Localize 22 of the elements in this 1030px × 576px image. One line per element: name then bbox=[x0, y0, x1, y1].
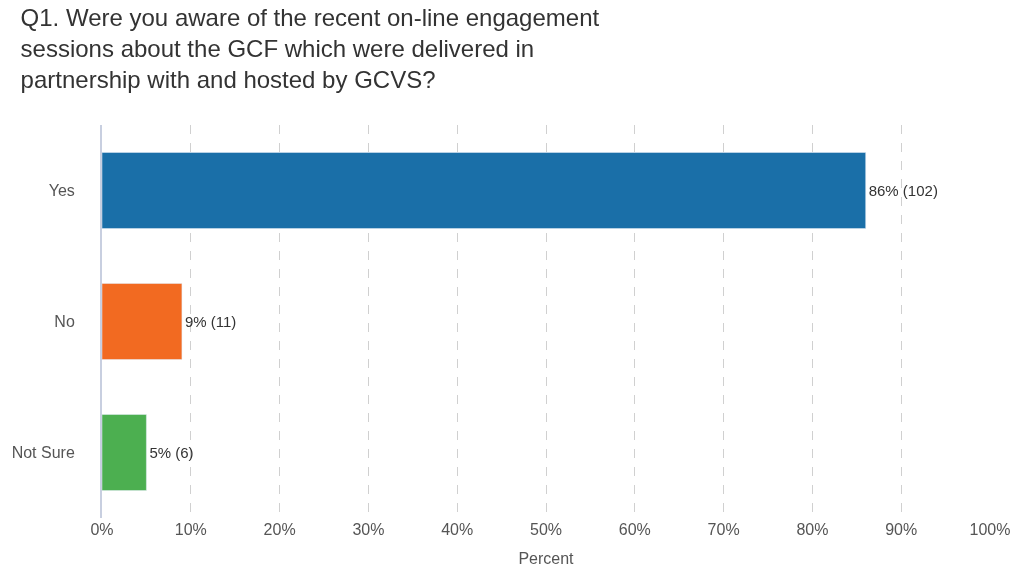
bar bbox=[102, 283, 183, 360]
chart-title: Q1. Were you aware of the recent on-line engagement sessions about the GCF which were delivered in partnership with and hosted by GCVS? bbox=[20, 3, 600, 94]
x-tick-label: 20% bbox=[263, 521, 296, 538]
x-tick-label: 30% bbox=[352, 521, 385, 538]
data-label: 5% (6) bbox=[149, 444, 194, 461]
data-label: 9% (11) bbox=[184, 313, 237, 330]
x-axis-title: Percent bbox=[518, 549, 575, 567]
bar bbox=[102, 152, 866, 229]
x-tick-label: 40% bbox=[441, 521, 474, 538]
x-tick-label: 60% bbox=[618, 521, 651, 538]
y-tick-label: No bbox=[54, 313, 75, 331]
data-label: 86% (102) bbox=[868, 182, 938, 199]
x-tick-label: 10% bbox=[174, 521, 207, 538]
bar bbox=[102, 414, 147, 491]
y-tick-label: Not Sure bbox=[11, 444, 75, 462]
x-tick-label: 70% bbox=[707, 521, 740, 538]
x-tick-label: 50% bbox=[529, 521, 563, 538]
x-tick-label: 80% bbox=[796, 521, 829, 538]
x-tick-label: 90% bbox=[885, 521, 918, 538]
y-tick-label: Yes bbox=[48, 182, 75, 200]
x-tick-label: 100% bbox=[969, 521, 1011, 538]
x-tick-label: 0% bbox=[90, 521, 114, 538]
